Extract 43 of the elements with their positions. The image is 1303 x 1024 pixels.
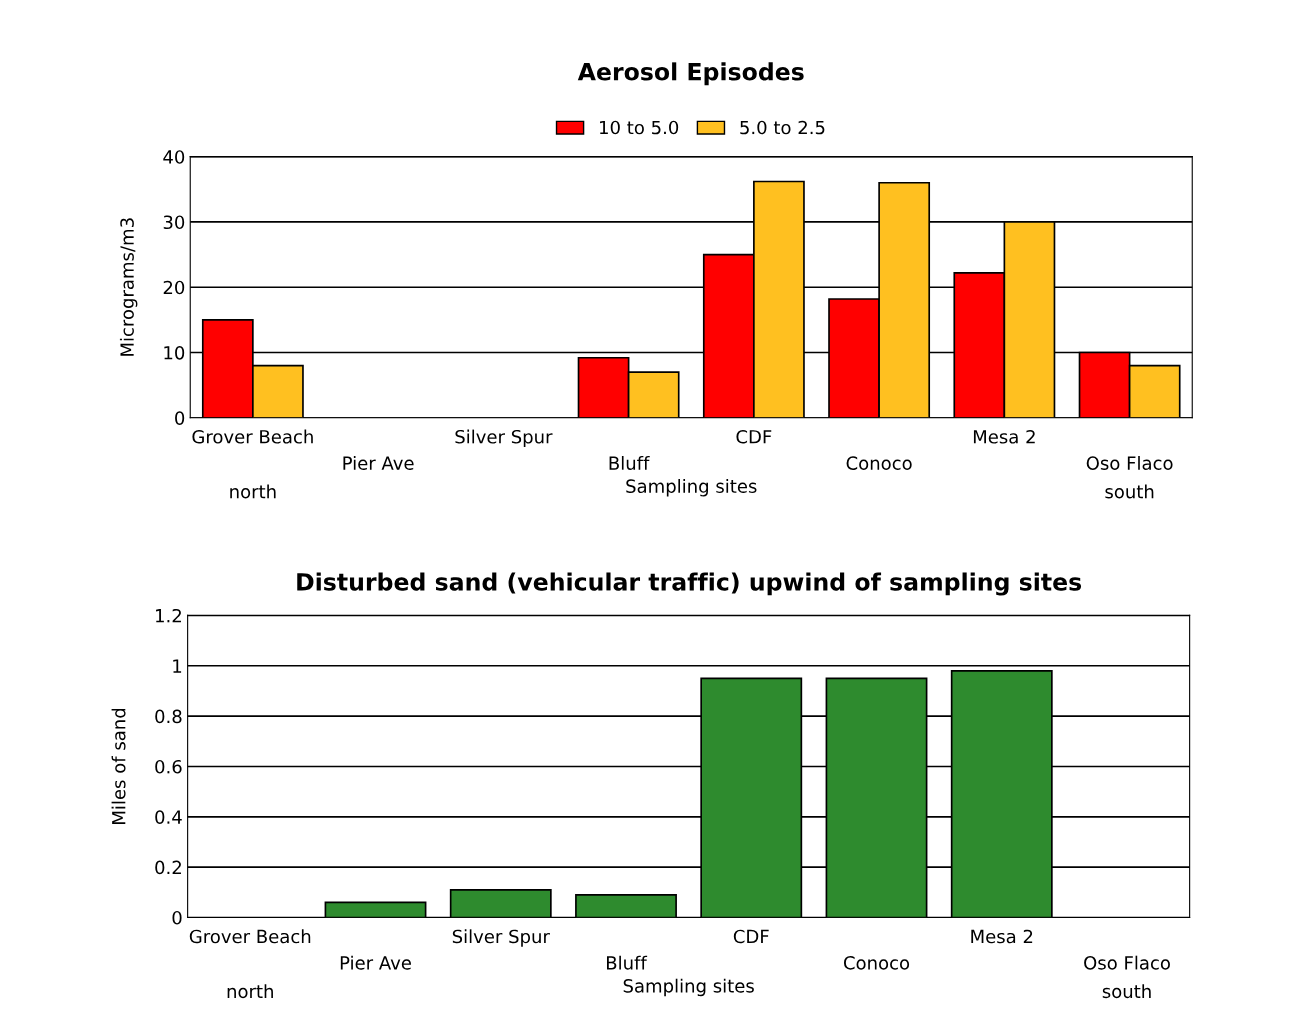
x-tick-label: Bluff (607, 955, 648, 970)
x-axis-title: Sampling sites (623, 978, 754, 997)
y-tick-label: 20 (163, 280, 185, 295)
x-tick-label: Silver Spur (452, 929, 550, 947)
x-tick-label: Conoco (843, 956, 910, 970)
y-tick-label: 10 (164, 345, 185, 360)
y-tick-label: 1.2 (156, 608, 181, 623)
bar (449, 888, 552, 918)
x-tick-label: Oso Flaco (1086, 455, 1173, 470)
text: north (227, 984, 273, 999)
x-tick-label: Mesa 2 (971, 929, 1033, 944)
chart-title: Disturbed sand (vehicular traffic) upwind of sampling sites (297, 572, 1082, 596)
x-tick-label: Mesa 2 (973, 429, 1035, 444)
y-axis-title: Micrograms/m3 (119, 218, 138, 356)
text: north (230, 484, 276, 499)
x-tick-label: CDF (733, 929, 769, 944)
text: south (1105, 484, 1154, 499)
x-tick-label: Oso Flaco (1084, 955, 1170, 970)
x-tick-label: Pier Ave (343, 455, 414, 470)
bar (575, 894, 677, 918)
y-tick-label: 0.8 (155, 709, 182, 724)
y-tick-label: 30 (163, 215, 185, 230)
y-tick-label: 1 (173, 659, 182, 673)
legend-label: 10 to 5.0 (600, 120, 679, 135)
x-tick-label: CDF (736, 429, 772, 444)
x-tick-label: Grover Beach (189, 929, 311, 944)
x-tick-label: Pier Ave (340, 955, 411, 970)
y-tick-label: 0 (175, 411, 185, 425)
x-tick-label: Bluff (609, 455, 650, 470)
y-tick-label: 0.4 (155, 810, 182, 824)
x-tick-label: Conoco (846, 456, 912, 470)
y-axis-title: Miles of sand (111, 708, 126, 824)
x-tick-label: Silver Spur (455, 429, 553, 448)
chart-title: Aerosol Episodes (577, 62, 804, 86)
y-tick-label: 40 (163, 150, 185, 164)
legend-label: 5.0 to 2.5 (740, 120, 825, 135)
x-tick-label: Grover Beach (192, 429, 313, 444)
x-axis-title: Sampling sites (626, 479, 757, 497)
y-tick-label: 0.6 (155, 759, 182, 774)
text: south (1102, 984, 1151, 999)
y-tick-label: 0 (172, 910, 182, 925)
bar (324, 901, 427, 918)
y-tick-label: 0.2 (155, 860, 181, 875)
